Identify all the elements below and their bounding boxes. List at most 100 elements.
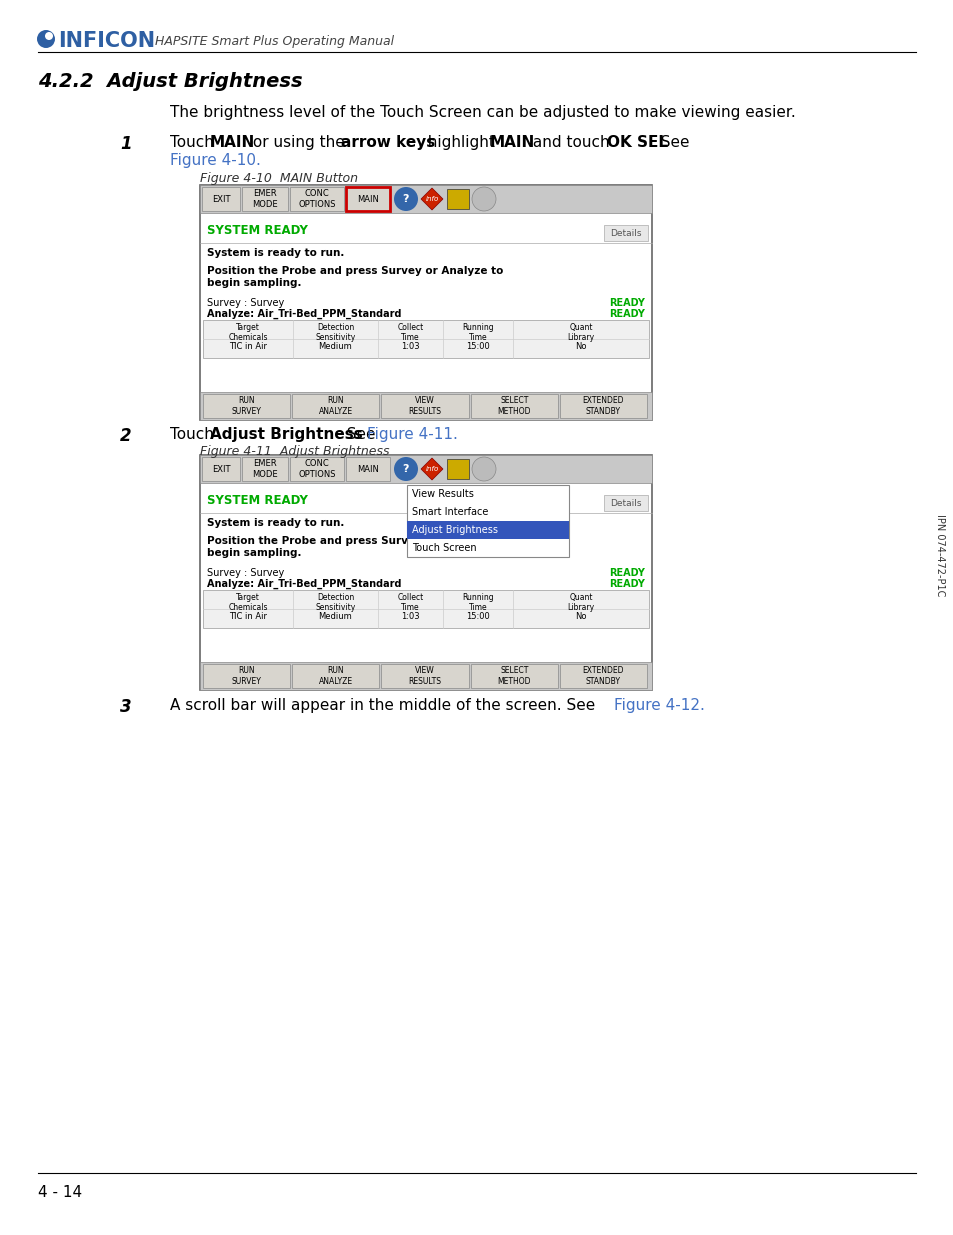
Text: . See: . See [336, 427, 380, 442]
Text: System is ready to run.: System is ready to run. [207, 248, 344, 258]
Text: arrow keys: arrow keys [340, 135, 435, 149]
Bar [200, 454, 651, 483]
Text: 1: 1 [120, 135, 132, 153]
Bar [200, 454, 651, 690]
Text: SELECT
METHOD: SELECT METHOD [497, 667, 531, 685]
Text: Running
Time: Running Time [461, 593, 494, 613]
Bar [200, 662, 651, 690]
Text: , highlight: , highlight [417, 135, 499, 149]
Text: ?: ? [402, 464, 409, 474]
Text: Target
Chemicals: Target Chemicals [228, 324, 268, 342]
Bar [559, 664, 646, 688]
Text: No: No [575, 342, 586, 351]
Text: CONC
OPTIONS: CONC OPTIONS [298, 459, 335, 479]
Text: Analyze: Air_Tri-Bed_PPM_Standard: Analyze: Air_Tri-Bed_PPM_Standard [207, 309, 401, 320]
Text: View Results: View Results [412, 489, 474, 499]
Text: 1:03: 1:03 [401, 342, 419, 351]
Bar [202, 186, 240, 211]
Text: No: No [575, 613, 586, 621]
Bar [203, 394, 290, 417]
Bar [202, 457, 240, 480]
Text: CONC
OPTIONS: CONC OPTIONS [298, 189, 335, 209]
Text: EMER
MODE: EMER MODE [252, 189, 277, 209]
Text: Details: Details [610, 499, 641, 508]
Text: Target
Chemicals: Target Chemicals [228, 593, 268, 613]
Text: Touch Screen: Touch Screen [412, 543, 476, 553]
Text: 2: 2 [120, 427, 132, 445]
Text: Figure 4-10.: Figure 4-10. [170, 153, 260, 168]
Text: OK SEL: OK SEL [606, 135, 667, 149]
Text: 15:00: 15:00 [466, 342, 489, 351]
Bar [407, 521, 568, 538]
Text: Position the Probe and press Survey or Analyze to: Position the Probe and press Survey or A… [207, 536, 503, 546]
Text: Detection
Sensitivity: Detection Sensitivity [315, 593, 355, 613]
Bar [470, 664, 558, 688]
Text: EMER
MODE: EMER MODE [252, 459, 277, 479]
Bar [381, 664, 468, 688]
Text: HAPSITE Smart Plus Operating Manual: HAPSITE Smart Plus Operating Manual [154, 35, 394, 48]
Bar [200, 185, 651, 212]
Text: EXIT: EXIT [212, 464, 230, 473]
Text: Survey : Survey: Survey : Survey [207, 568, 284, 578]
Bar [292, 394, 379, 417]
Bar [447, 189, 469, 209]
Text: info: info [425, 196, 438, 203]
Text: 15:00: 15:00 [466, 613, 489, 621]
Text: READY: READY [608, 309, 644, 319]
Text: Survey : Survey: Survey : Survey [207, 298, 284, 308]
Bar [203, 590, 648, 629]
Text: 4 - 14: 4 - 14 [38, 1186, 82, 1200]
Bar [346, 186, 390, 211]
Text: READY: READY [608, 298, 644, 308]
Text: Collect
Time: Collect Time [397, 593, 423, 613]
Bar [292, 664, 379, 688]
Text: info: info [425, 466, 438, 472]
Bar [470, 394, 558, 417]
Text: 1:03: 1:03 [401, 613, 419, 621]
Text: Adjust Brightness: Adjust Brightness [210, 427, 362, 442]
Text: TIC in Air: TIC in Air [229, 342, 267, 351]
Text: Touch: Touch [170, 135, 218, 149]
Text: Position the Probe and press Survey or Analyze to: Position the Probe and press Survey or A… [207, 266, 503, 275]
Text: Collect
Time: Collect Time [397, 324, 423, 342]
Text: 3: 3 [120, 698, 132, 716]
Bar [559, 394, 646, 417]
Text: RUN
SURVEY: RUN SURVEY [232, 396, 261, 416]
Text: VIEW
RESULTS: VIEW RESULTS [408, 396, 441, 416]
Text: Quant
Library: Quant Library [567, 593, 594, 613]
Text: Running
Time: Running Time [461, 324, 494, 342]
Text: Adjust Brightness: Adjust Brightness [412, 525, 497, 535]
Text: ?: ? [402, 194, 409, 204]
Text: begin sampling.: begin sampling. [207, 278, 301, 288]
Text: 4.2.2  Adjust Brightness: 4.2.2 Adjust Brightness [38, 72, 302, 91]
Text: VIEW
RESULTS: VIEW RESULTS [408, 667, 441, 685]
Text: MAIN: MAIN [356, 194, 378, 204]
Text: . See: . See [650, 135, 689, 149]
Text: Details: Details [610, 228, 641, 237]
Bar [242, 457, 288, 480]
Text: Touch: Touch [170, 427, 218, 442]
Text: Detection
Sensitivity: Detection Sensitivity [315, 324, 355, 342]
Text: Figure 4-12.: Figure 4-12. [614, 698, 704, 713]
Text: EXTENDED
STANDBY: EXTENDED STANDBY [582, 396, 623, 416]
Bar [203, 664, 290, 688]
Text: EXTENDED
STANDBY: EXTENDED STANDBY [582, 667, 623, 685]
Bar [447, 459, 469, 479]
Bar [242, 186, 288, 211]
Text: RUN
SURVEY: RUN SURVEY [232, 667, 261, 685]
Circle shape [472, 457, 496, 480]
Polygon shape [420, 458, 442, 480]
Text: Figure 4-11.: Figure 4-11. [367, 427, 457, 442]
Circle shape [37, 30, 55, 48]
Text: SYSTEM READY: SYSTEM READY [207, 494, 308, 508]
Text: MAIN: MAIN [210, 135, 255, 149]
Bar [407, 485, 568, 557]
Text: Figure 4-11  Adjust Brightness: Figure 4-11 Adjust Brightness [200, 445, 389, 458]
Text: Figure 4-10  MAIN Button: Figure 4-10 MAIN Button [200, 172, 357, 185]
Circle shape [45, 32, 53, 40]
Text: READY: READY [608, 579, 644, 589]
Bar [603, 225, 647, 241]
Bar [290, 186, 344, 211]
Text: TIC in Air: TIC in Air [229, 613, 267, 621]
Text: RUN
ANALYZE: RUN ANALYZE [318, 396, 353, 416]
